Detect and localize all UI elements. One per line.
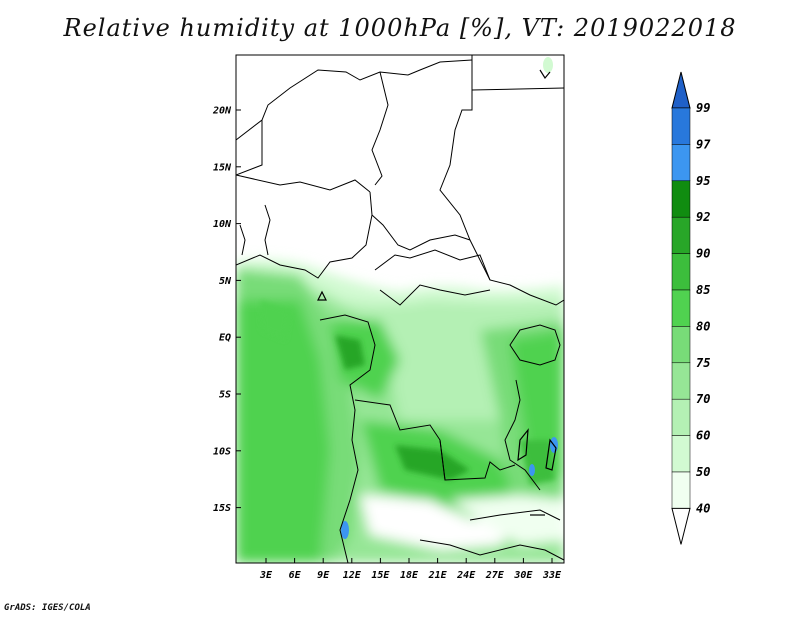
colorbar-segment (671, 180, 691, 218)
longitude-axis: 3E 6E 9E 12E 15E 18E 21E 24E 27E 30E 33E (259, 558, 562, 581)
lat-label: 5S (219, 390, 231, 401)
humidity-field (236, 55, 564, 563)
colorbar-label: 80 (696, 319, 710, 333)
lon-label: 30E (513, 570, 533, 581)
lon-label: 12E (343, 570, 362, 581)
colorbar-segment (671, 326, 691, 364)
colorbar-label: 70 (696, 392, 710, 406)
colorbar-segment (671, 289, 691, 327)
lat-label: 10N (213, 219, 232, 230)
colorbar-label: 60 (696, 429, 710, 443)
colorbar-label: 92 (696, 210, 710, 224)
colorbar-label: 85 (696, 283, 710, 297)
colorbar-lower-arrow (671, 507, 691, 545)
lat-label: 15S (213, 503, 231, 514)
colorbar-label: 95 (696, 174, 710, 188)
colorbar-label: 99 (696, 101, 710, 115)
lon-label: 9E (317, 570, 330, 581)
colorbar-label: 97 (696, 137, 711, 151)
colorbar-segment (671, 362, 691, 400)
colorbar-segment (671, 253, 691, 291)
lon-label: 3E (259, 570, 273, 581)
colorbar-segment (671, 471, 691, 509)
lon-label: 21E (428, 570, 448, 581)
colorbar-segment (671, 398, 691, 436)
lon-label: 24E (456, 570, 476, 581)
colorbar-label: 40 (696, 501, 710, 515)
colorbar: 99 97 95 92 90 85 80 75 70 60 50 40 (671, 71, 711, 545)
lat-label: EQ (219, 333, 231, 344)
colorbar-label: 90 (696, 247, 710, 261)
colorbar-segment (671, 216, 691, 254)
latitude-axis: 20N 15N 10N 5N EQ 5S 10S 15S (212, 106, 241, 514)
lon-label: 15E (371, 570, 390, 581)
lon-label: 18E (400, 570, 419, 581)
colorbar-segment (671, 107, 691, 145)
lake-outlines (317, 69, 557, 516)
lat-label: 5N (219, 276, 232, 287)
lat-label: 10S (213, 446, 231, 457)
grads-credit: GrADS: IGES/COLA (4, 603, 91, 613)
colorbar-segment (671, 144, 691, 182)
lon-label: 6E (289, 570, 302, 581)
lon-label: 27E (485, 570, 505, 581)
map-frame (235, 54, 565, 564)
lat-label: 20N (212, 106, 232, 117)
map-title: Relative humidity at 1000hPa [%], VT: 20… (63, 14, 737, 42)
colorbar-label: 50 (696, 465, 710, 479)
lat-label: 15N (213, 162, 232, 173)
country-borders (236, 55, 564, 563)
colorbar-segment (671, 435, 691, 473)
colorbar-label: 75 (696, 356, 710, 370)
lon-label: 33E (542, 570, 562, 581)
colorbar-upper-arrow (671, 71, 691, 109)
